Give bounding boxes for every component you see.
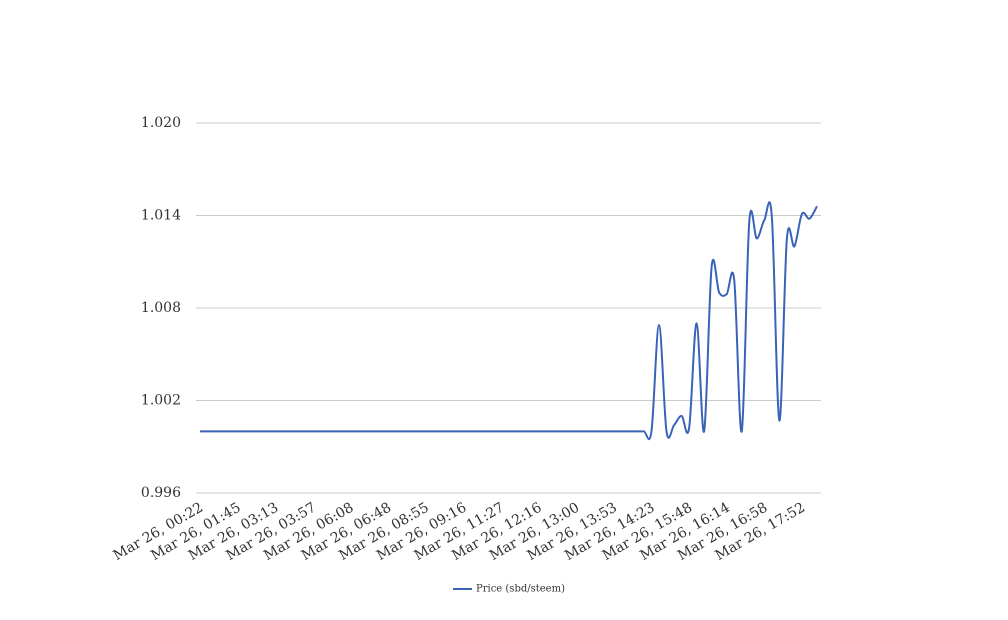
y-tick-label: 1.008 xyxy=(141,300,181,316)
legend-item: Price (sbd/steem) xyxy=(453,584,565,595)
y-tick-label: 1.020 xyxy=(141,115,181,131)
legend-label: Price (sbd/steem) xyxy=(476,584,565,595)
y-tick-label: 1.014 xyxy=(141,208,181,224)
line-series xyxy=(200,201,818,441)
y-tick-label: 0.996 xyxy=(141,485,181,501)
y-tick-label: 1.002 xyxy=(141,393,181,409)
